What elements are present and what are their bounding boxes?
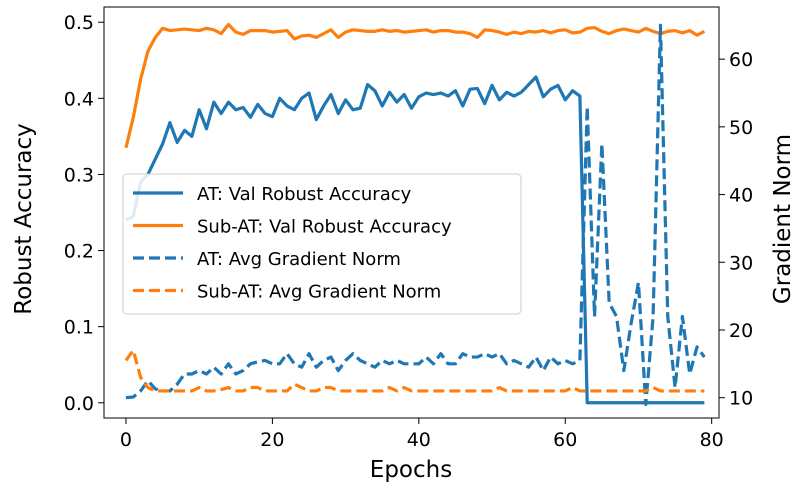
y2-tick-label: 40 — [729, 185, 753, 207]
axes-layer: 0 20 40 60 80 0.0 0.1 0.2 0.3 0.4 0.5 10 20 30 40 50 60 — [64, 6, 753, 451]
y2-tick-label: 50 — [729, 117, 753, 139]
y-tick-label: 0.4 — [64, 88, 94, 110]
y2-tick-label: 60 — [729, 49, 753, 71]
legend-label-2: AT: Avg Gradient Norm — [197, 249, 401, 270]
legend-label-0: AT: Val Robust Accuracy — [197, 184, 412, 205]
y2-axis-title: Gradient Norm — [770, 134, 796, 304]
y-tick-label: 0.3 — [64, 164, 94, 186]
y-axis-title: Robust Accuracy — [11, 123, 37, 315]
y-tick-label: 0.2 — [64, 241, 94, 263]
series-line-1 — [124, 22, 706, 149]
y2-tick-label: 20 — [729, 320, 753, 342]
y-tick-label: 0.1 — [64, 317, 94, 339]
plot-frame — [103, 6, 720, 419]
x-axis-title: Epochs — [370, 457, 452, 483]
y2-tick-label: 30 — [729, 252, 753, 274]
x-tick-label: 60 — [553, 429, 577, 451]
y-tick-label: 0.5 — [64, 12, 94, 34]
legend-label-3: Sub-AT: Avg Gradient Norm — [197, 282, 441, 303]
series-line-3 — [124, 348, 705, 393]
legend-label-1: Sub-AT: Val Robust Accuracy — [197, 217, 452, 238]
x-tick-label: 80 — [700, 429, 724, 451]
series-layer — [124, 22, 706, 407]
x-tick-label: 40 — [407, 429, 431, 451]
y-tick-label: 0.0 — [64, 393, 94, 415]
series-line-0 — [125, 75, 705, 405]
x-tick-label: 0 — [120, 429, 132, 451]
y2-tick-label: 10 — [729, 388, 753, 410]
x-tick-label: 20 — [260, 429, 284, 451]
legend-box — [122, 173, 522, 315]
legend: AT: Val Robust Accuracy Sub-AT: Val Robus… — [122, 173, 522, 315]
series-line-2 — [125, 23, 706, 407]
